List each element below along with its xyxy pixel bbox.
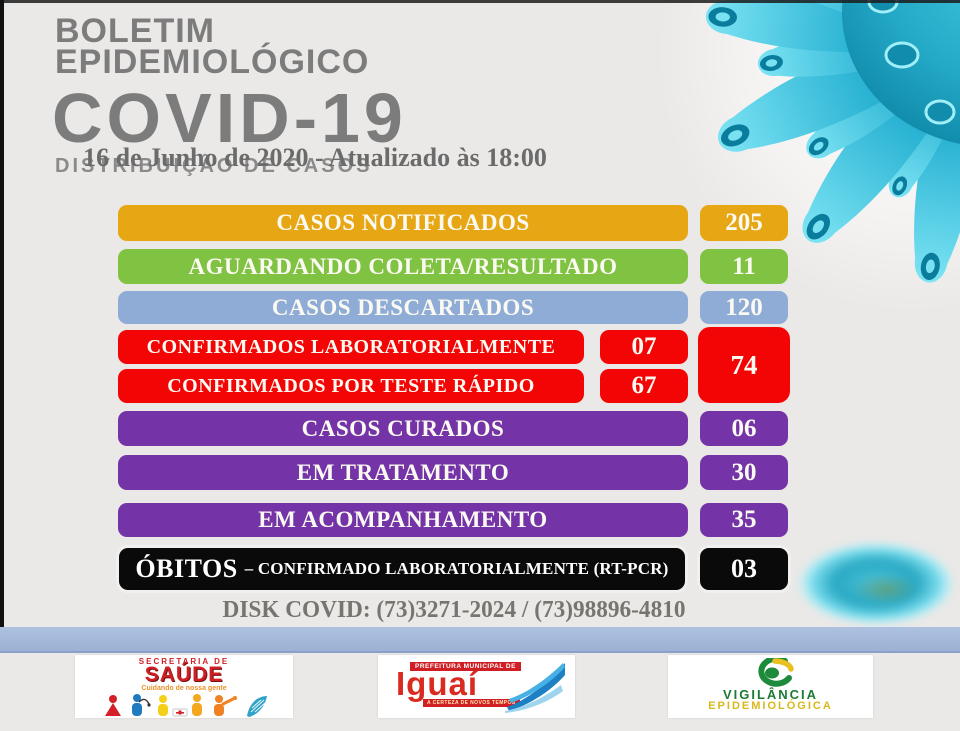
date-line: 16 de Junho de 2020 - Atualizado às 18:0… [83,143,547,172]
blurred-virus-image [797,537,955,630]
people-figures-icon [105,693,267,717]
logo-vigilancia-epidemiologica: VIGILÂNCIA EPIDEMIOLÓGICA [668,655,873,718]
title-covid19: COVID-19 [52,78,407,157]
row-em-tratamento: EM TRATAMENTO [118,455,688,490]
value-obitos: 03 [697,545,791,593]
title-subtitle: DISTRIBUIÇÃO DE CASOS [55,154,373,177]
row-confirmados-teste-rapido: CONFIRMADOS POR TESTE RÁPIDO [118,369,584,403]
value-casos-curados: 06 [700,411,788,446]
value-confirmados-teste-rapido: 67 [600,369,688,403]
value-em-tratamento: 30 [700,455,788,490]
title-line-1: BOLETIM [55,12,215,50]
divider-band [0,627,960,653]
title-line-2: EPIDEMIOLÓGICO [55,43,370,82]
row-em-acompanhamento: EM ACOMPANHAMENTO [118,503,688,537]
value-aguardando-coleta: 11 [700,249,788,284]
iguai-tagline-text: A CERTEZA DE NOVOS TEMPOS [423,699,520,707]
obitos-label-strong: ÓBITOS [135,554,238,583]
obitos-label-rest: – CONFIRMADO LABORATORIALMENTE (RT-PCR) [244,559,669,578]
title-block: BOLETIM EPIDEMIOLÓGICO COVID-19 DISTRIBU… [52,12,407,178]
row-aguardando-coleta: AGUARDANDO COLETA/RESULTADO [118,249,688,284]
coronavirus-image [640,0,960,330]
saude-top-text: SECRETARIA DE [138,657,230,666]
hotline-text: DISK COVID: (73)3271-2024 / (73)98896-48… [222,597,686,623]
row-confirmados-laboratorialmente: CONFIRMADOS LABORATORIALMENTE [118,330,584,364]
value-casos-descartados: 120 [700,291,788,324]
left-edge-border [0,0,4,628]
vigilancia-swirl-icon [757,658,794,687]
iguai-book-swoosh-icon [505,663,565,713]
iguai-banner-text: PREFEITURA MUNICIPAL DE [410,662,521,671]
row-obitos: ÓBITOS – CONFIRMADO LABORATORIALMENTE (R… [116,545,688,593]
top-edge-border [0,0,960,3]
row-casos-descartados: CASOS DESCARTADOS [118,291,688,324]
iguai-title-text: Iguaí [396,665,479,702]
value-casos-notificados: 205 [700,205,788,241]
logo-secretaria-saude: SECRETARIA DE SAÚDE Cuidando de nossa ge… [75,655,293,718]
saude-tagline-text: Cuidando de nossa gente [141,684,227,692]
value-confirmados-laboratorialmente: 07 [600,330,688,364]
row-casos-notificados: CASOS NOTIFICADOS [118,205,688,241]
value-em-acompanhamento: 35 [700,503,788,537]
saude-people-illustration [99,693,269,718]
vigilancia-line1-text: VIGILÂNCIA [722,687,819,702]
saude-title-text: SAÚDE [144,663,224,686]
vigilancia-line2-text: EPIDEMIOLÓGICA [708,700,833,712]
logo-prefeitura-iguai: Iguaí PREFEITURA MUNICIPAL DE A CERTEZA … [378,655,575,718]
value-confirmados-total: 74 [698,327,790,403]
row-casos-curados: CASOS CURADOS [118,411,688,446]
